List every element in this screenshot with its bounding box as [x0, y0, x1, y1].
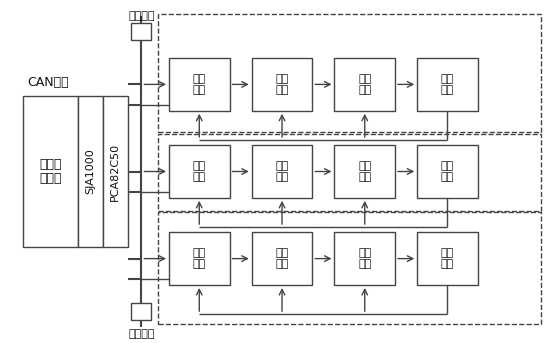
Text: 伺服
电机: 伺服 电机 — [441, 74, 454, 95]
Bar — [23, 96, 78, 247]
Text: 位置
比较: 位置 比较 — [192, 248, 206, 269]
Bar — [417, 232, 478, 285]
Text: 伺服
电机: 伺服 电机 — [441, 161, 454, 182]
Text: 速度
比较: 速度 比较 — [275, 161, 289, 182]
Bar — [252, 145, 312, 198]
Text: 速度
比较: 速度 比较 — [275, 74, 289, 95]
Text: 电流
比较: 电流 比较 — [358, 74, 372, 95]
Text: 电流
比较: 电流 比较 — [358, 161, 372, 182]
Bar — [417, 145, 478, 198]
Bar — [252, 58, 312, 111]
Text: CAN总线: CAN总线 — [27, 76, 69, 89]
Text: 印刷机
控制器: 印刷机 控制器 — [39, 157, 61, 186]
Bar — [132, 23, 152, 40]
Text: 伺服
电机: 伺服 电机 — [441, 248, 454, 269]
Bar — [252, 232, 312, 285]
Bar — [158, 134, 541, 211]
Bar — [335, 232, 395, 285]
Text: PCA82C50: PCA82C50 — [110, 142, 120, 201]
Bar — [158, 14, 541, 132]
Text: 速度
比较: 速度 比较 — [275, 248, 289, 269]
Text: 电流
比较: 电流 比较 — [358, 248, 372, 269]
Text: 终端电阻: 终端电阻 — [128, 329, 155, 339]
Bar — [169, 58, 229, 111]
Text: 终端电阻: 终端电阻 — [128, 11, 155, 21]
Bar — [335, 145, 395, 198]
Text: 位置
比较: 位置 比较 — [192, 74, 206, 95]
Bar — [158, 213, 541, 323]
Bar — [169, 232, 229, 285]
Text: 位置
比较: 位置 比较 — [192, 161, 206, 182]
Bar — [132, 303, 152, 320]
Bar — [103, 96, 128, 247]
Bar — [169, 145, 229, 198]
Bar — [335, 58, 395, 111]
Bar — [78, 96, 103, 247]
Bar — [417, 58, 478, 111]
Text: SJA1000: SJA1000 — [85, 149, 95, 194]
